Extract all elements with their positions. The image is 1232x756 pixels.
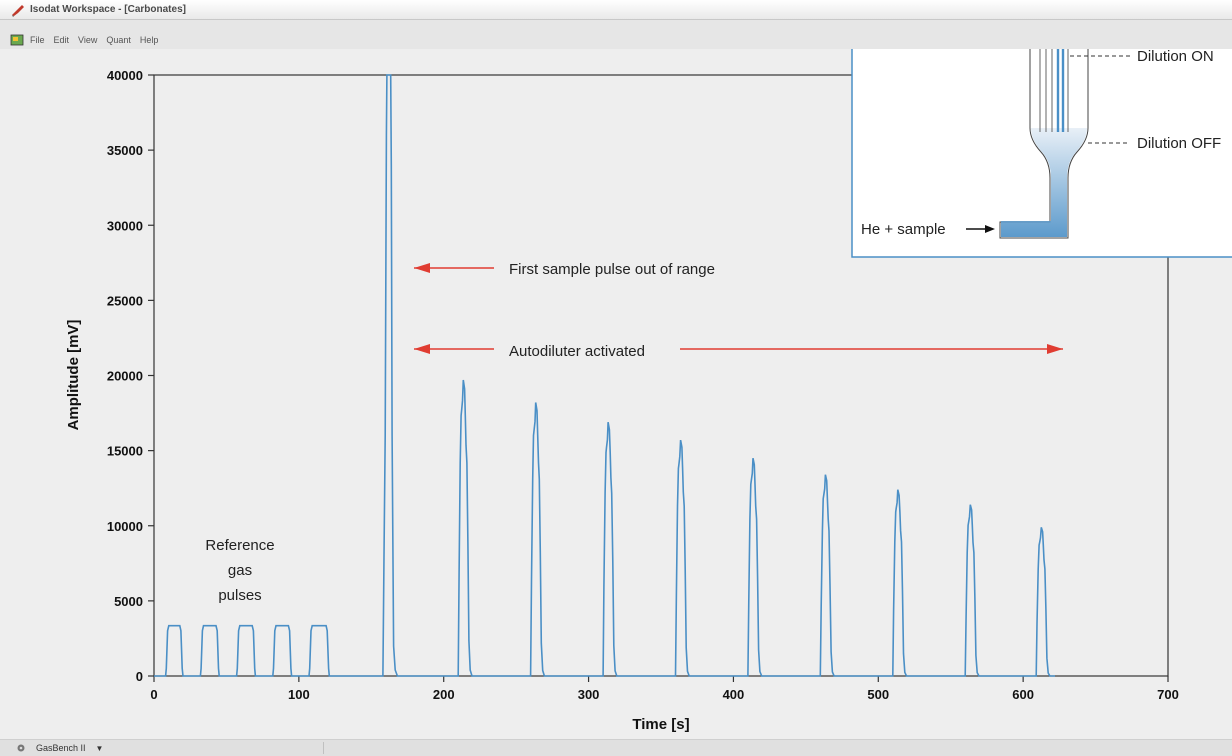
menu-help[interactable]: Help xyxy=(139,35,159,45)
x-tick-label: 200 xyxy=(433,687,455,702)
y-axis-ticks: 0 5000 10000 15000 20000 25000 30000 35000 40000 xyxy=(107,68,154,684)
gasbench-device-icon xyxy=(17,744,25,752)
y-tick-label: 5000 xyxy=(114,594,143,609)
reference-label-line1: Reference xyxy=(205,537,274,554)
dilution-on-label: Dilution ON xyxy=(1137,49,1214,65)
amplitude-trace xyxy=(154,74,1055,677)
menu-view[interactable]: View xyxy=(78,35,98,45)
y-tick-label: 30000 xyxy=(107,218,143,233)
device-name: GasBench II xyxy=(36,743,86,753)
menu-bar: File Edit View Quant Help xyxy=(0,31,860,49)
y-tick-label: 10000 xyxy=(107,519,143,534)
device-selector[interactable]: GasBench II ▼ xyxy=(36,743,103,753)
chromatogram-chart: 0500010000150002000025000300003500040000… xyxy=(65,49,1232,733)
first-pulse-annotation: First sample pulse out of range xyxy=(509,261,715,278)
reference-label-line3: pulses xyxy=(218,587,261,604)
status-bar: GasBench II ▼ xyxy=(0,739,1232,756)
menu-file[interactable]: File xyxy=(30,35,45,45)
workspace-document-icon[interactable] xyxy=(10,34,24,46)
x-tick-label: 300 xyxy=(578,687,600,702)
status-divider xyxy=(323,742,324,754)
inlet-arrow xyxy=(966,225,995,233)
autodiluter-left-arrow xyxy=(414,344,494,354)
first-pulse-arrow xyxy=(414,263,494,273)
y-tick-label: 40000 xyxy=(107,68,143,83)
y-tick-label: 35000 xyxy=(107,143,143,158)
autodiluter-annotation: Autodiluter activated xyxy=(509,343,645,360)
y-tick-label: 20000 xyxy=(107,369,143,384)
autodiluter-right-arrow xyxy=(680,344,1063,354)
x-tick-label: 100 xyxy=(288,687,310,702)
menu-edit[interactable]: Edit xyxy=(53,35,70,45)
chromatogram-plot-area: 0 5000 10000 15000 20000 25000 30000 35000 40000… xyxy=(0,49,1232,739)
x-tick-label: 0 xyxy=(150,687,157,702)
x-tick-label: 400 xyxy=(723,687,745,702)
chevron-down-icon[interactable]: ▼ xyxy=(95,743,104,753)
dilution-off-label: Dilution OFF xyxy=(1137,135,1221,152)
window-title: Isodat Workspace - [Carbonates] xyxy=(30,4,186,15)
menu-quant[interactable]: Quant xyxy=(106,35,131,45)
x-tick-label: 600 xyxy=(1012,687,1034,702)
reference-label-line2: gas xyxy=(228,562,252,579)
y-tick-label: 25000 xyxy=(107,293,143,308)
annotation-arrows xyxy=(414,263,1063,354)
title-bar: Isodat Workspace - [Carbonates] xyxy=(0,0,1232,20)
autodiluter-inset: Dilution ON Dilution OFF He + sample xyxy=(851,49,1232,258)
inlet-label: He + sample xyxy=(861,221,946,238)
y-axis-title: Amplitude [mV] xyxy=(65,320,82,431)
isodat-app-icon xyxy=(12,4,24,17)
x-tick-label: 700 xyxy=(1157,687,1179,702)
x-axis-ticks: 0 100 200 300 400 500 600 700 xyxy=(150,676,1179,702)
capillary-lines xyxy=(1039,49,1069,132)
x-axis-title: Time [s] xyxy=(632,716,689,733)
flow-region xyxy=(1001,128,1087,237)
y-tick-label: 0 xyxy=(136,669,143,684)
y-tick-label: 15000 xyxy=(107,444,143,459)
x-tick-label: 500 xyxy=(867,687,889,702)
